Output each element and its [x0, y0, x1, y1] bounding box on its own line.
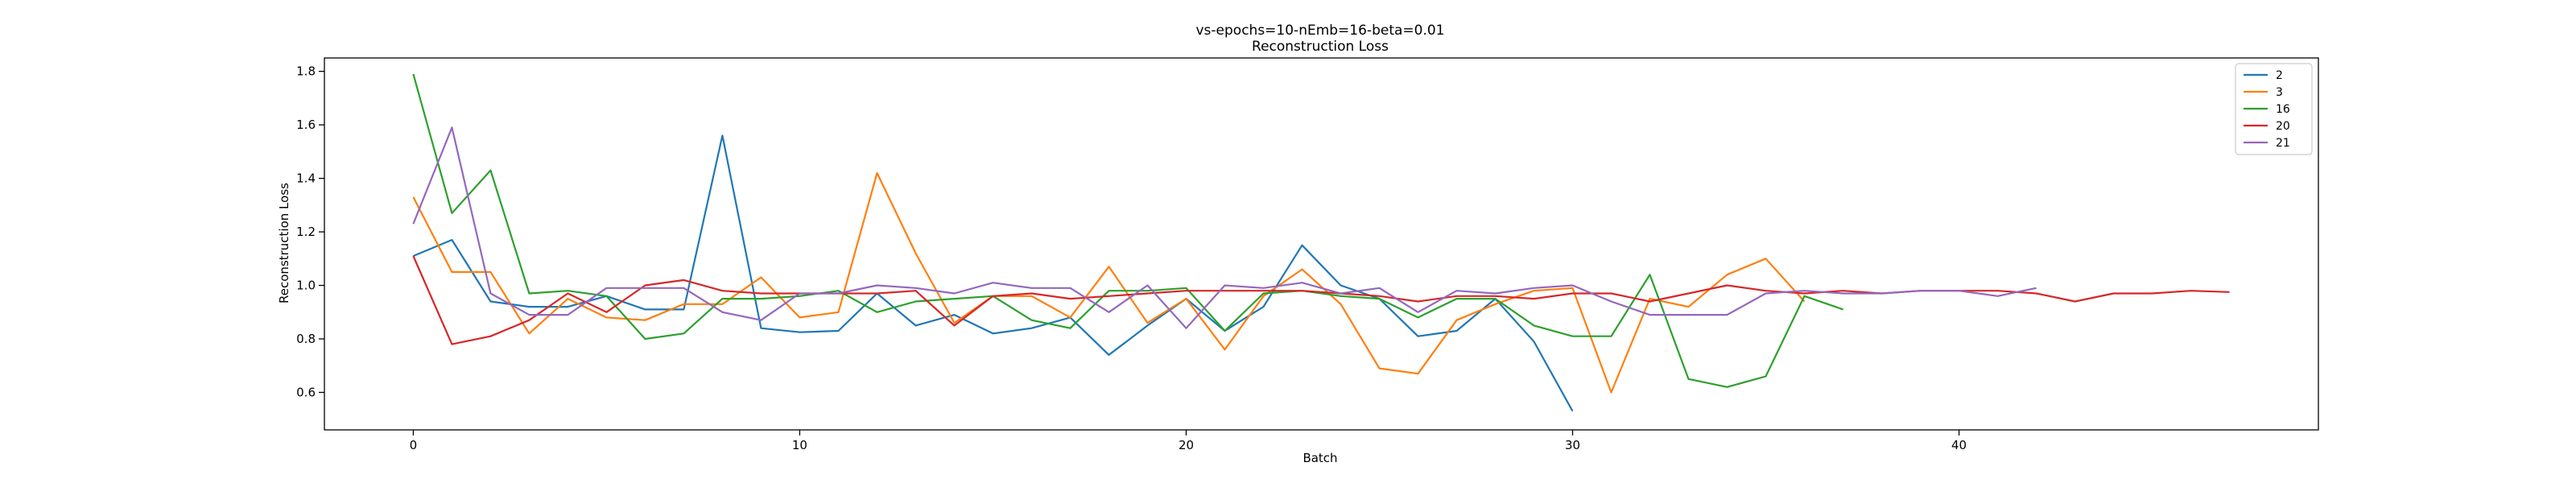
series-line-16 — [412, 73, 1843, 388]
legend-label-2: 2 — [2276, 69, 2283, 82]
series-line-3 — [412, 171, 1806, 394]
x-axis-label: Batch — [1302, 451, 1337, 465]
axes: 0 10 20 30 40 0.6 0.8 1.0 1.2 1.4 1.6 1.8 — [296, 57, 2319, 452]
x-tick-label: 20 — [1179, 438, 1194, 452]
series-line-21 — [412, 126, 2037, 329]
legend-label-21: 21 — [2276, 137, 2290, 150]
legend-label-20: 20 — [2276, 120, 2290, 133]
legend-box — [2235, 63, 2313, 155]
axes-frame — [324, 57, 2319, 431]
y-tick-label: 1.6 — [296, 118, 316, 132]
x-tick-label: 40 — [1951, 438, 1967, 452]
series-line-2 — [412, 134, 1574, 412]
x-tick-label: 10 — [792, 438, 807, 452]
y-tick-label: 1.0 — [296, 279, 316, 293]
x-tick-label: 0 — [410, 438, 418, 452]
y-axis-label: Reconstruction Loss — [277, 183, 291, 303]
y-tick-label: 1.2 — [296, 225, 316, 239]
chart-title: vs-epochs=10-nEmb=16-beta=0.01 — [1196, 23, 1445, 39]
x-tick-label: 30 — [1565, 438, 1580, 452]
plot-area — [412, 73, 2230, 412]
y-tick-label: 0.8 — [296, 332, 316, 346]
chart-subtitle: Reconstruction Loss — [1252, 39, 1389, 55]
legend: 2 3 16 20 21 — [2235, 63, 2313, 155]
y-tick-label: 0.6 — [296, 385, 316, 399]
legend-label-16: 16 — [2276, 103, 2290, 116]
y-tick-label: 1.4 — [296, 171, 316, 186]
legend-label-3: 3 — [2276, 86, 2283, 99]
y-tick-label: 1.8 — [296, 64, 316, 79]
